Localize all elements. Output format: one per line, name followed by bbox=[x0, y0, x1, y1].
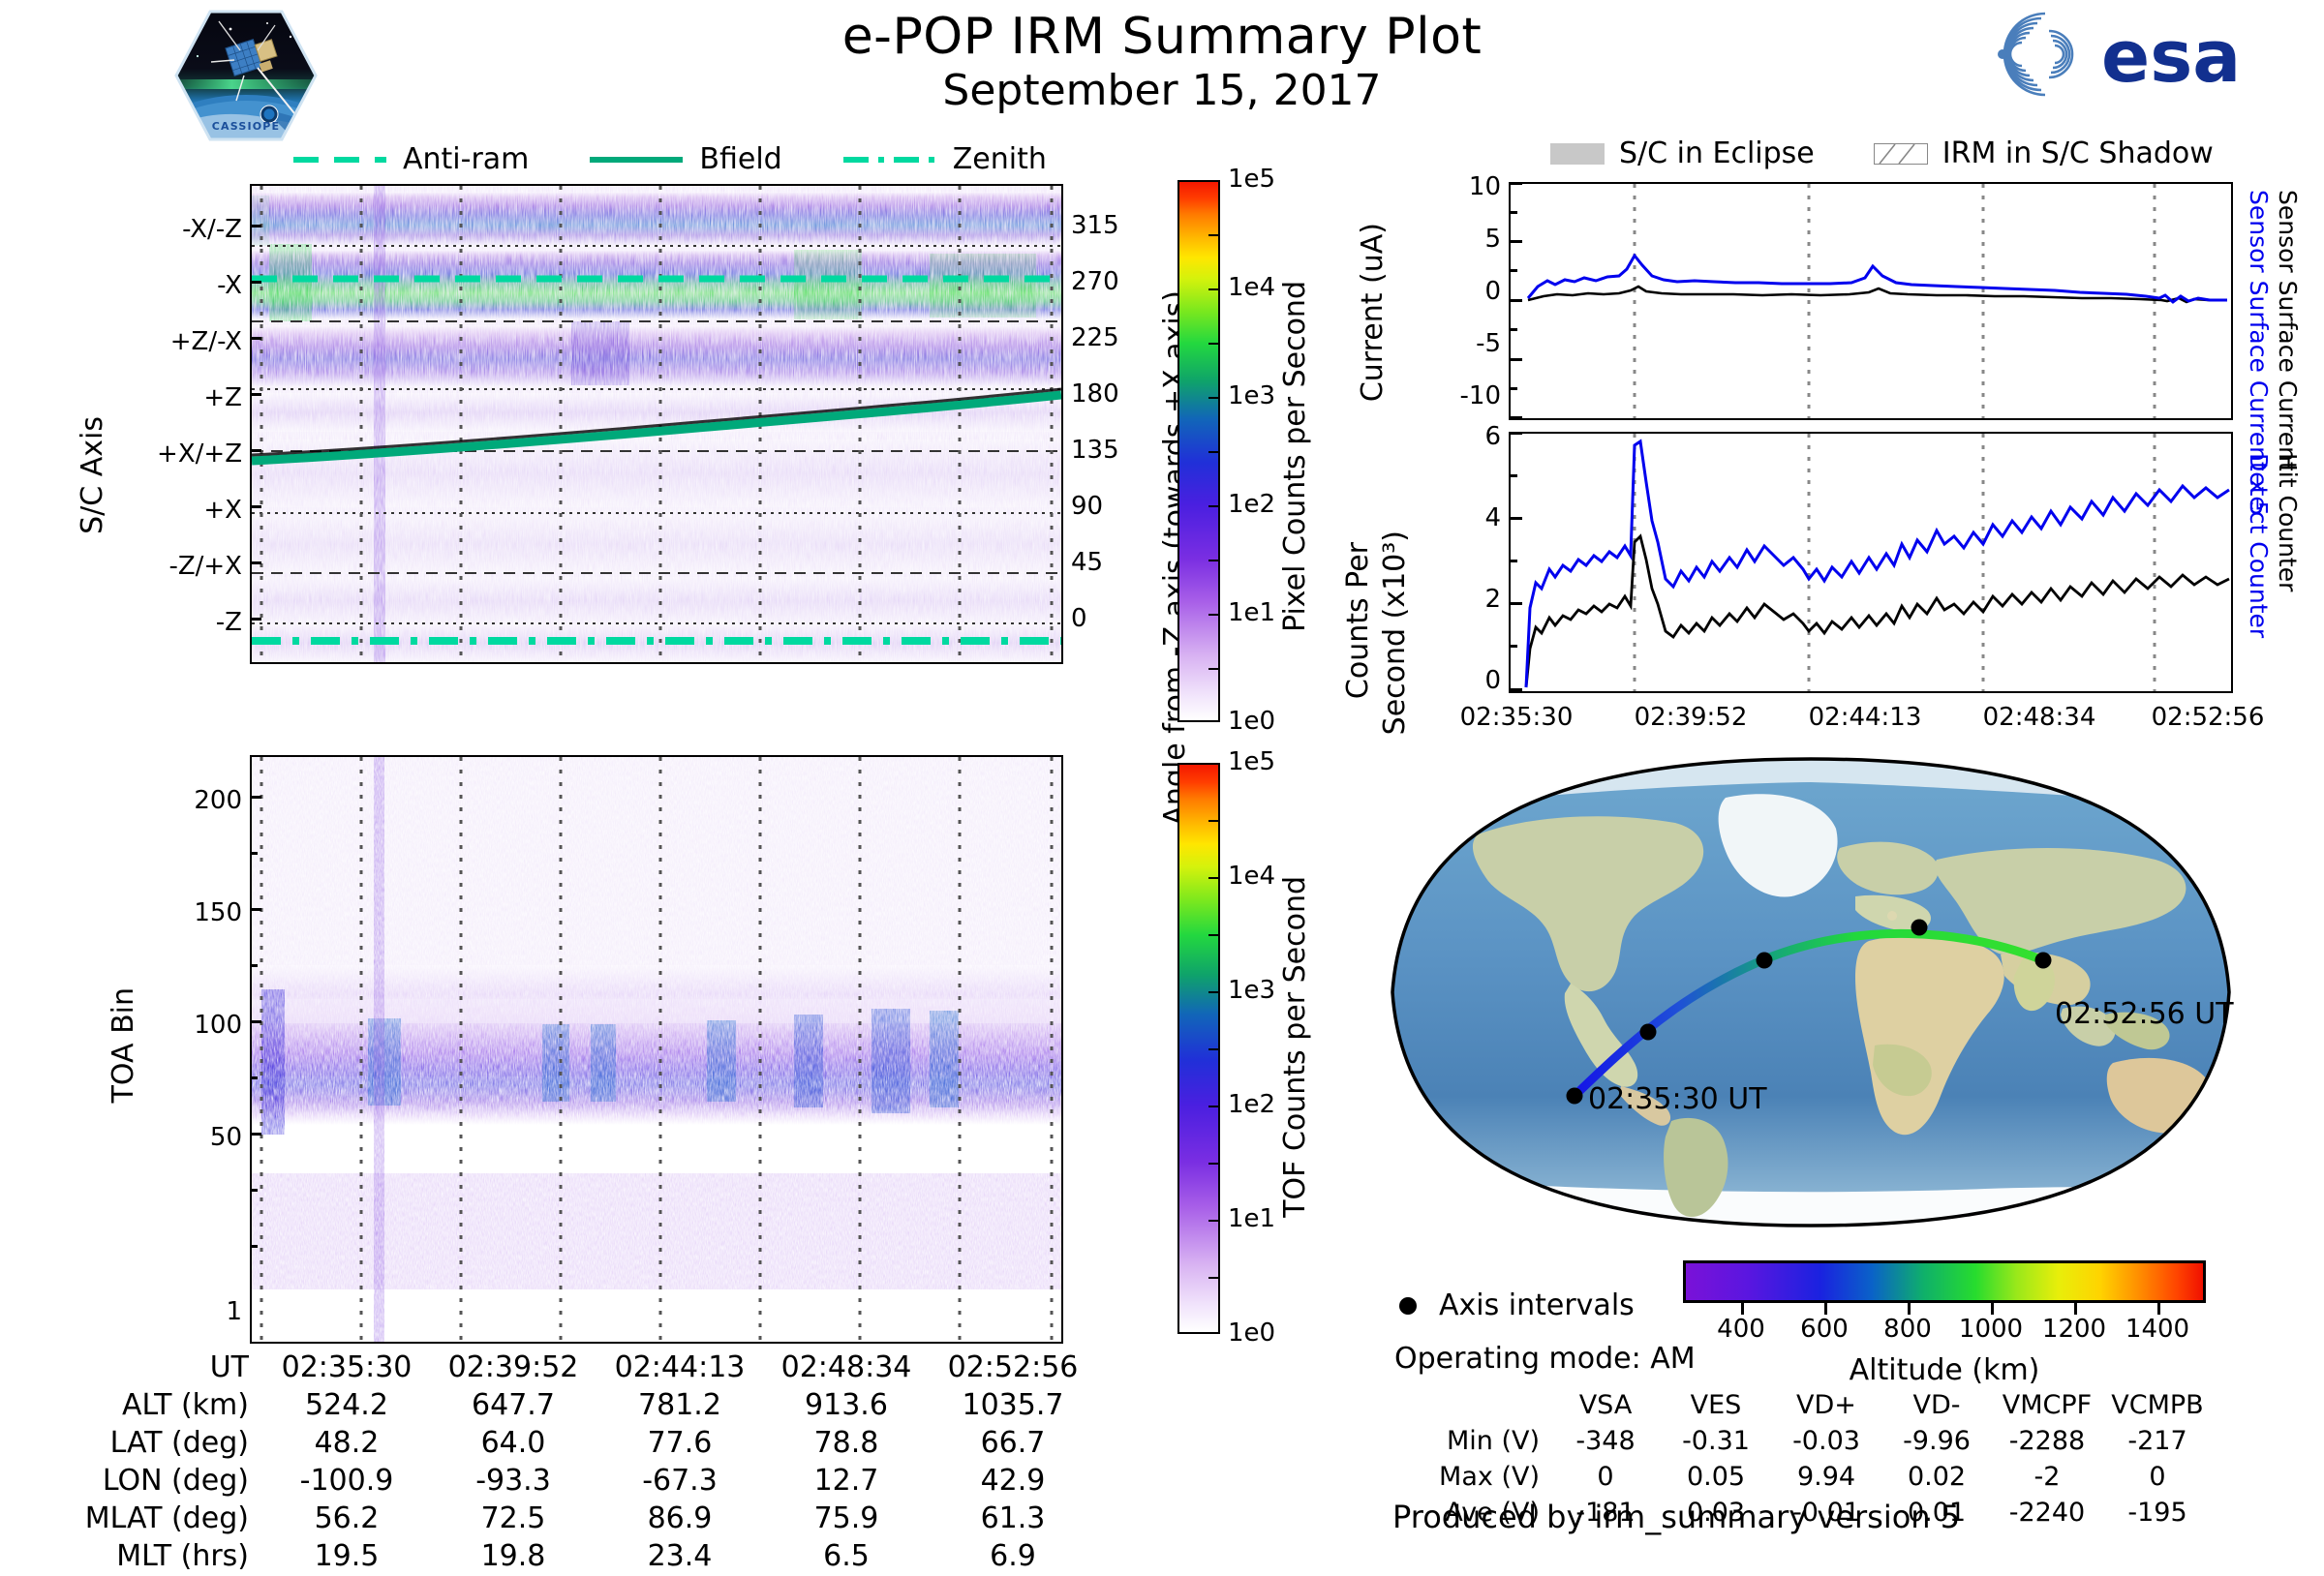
cassiope-logo: CASSIOPE bbox=[174, 8, 318, 143]
page-subtitle: September 15, 2017 bbox=[942, 66, 1382, 115]
counts-panel-ylabel-2: Second (x10³) bbox=[1378, 530, 1412, 736]
axis-interval-legend-label: Axis intervals bbox=[1439, 1288, 1635, 1322]
legend-label-eclipse: S/C in Eclipse bbox=[1619, 136, 1815, 170]
table-row: Min (V) -348 -0.31 -0.03 -9.96 -2288 -21… bbox=[1446, 1426, 2187, 1456]
counts-right-label-black: Hit Counter bbox=[2274, 453, 2302, 592]
tof-counts-colorbar bbox=[1177, 763, 1220, 1334]
legend-swatch-bfield bbox=[587, 141, 698, 177]
ephemeris-table: UT 02:35:30 02:39:52 02:44:13 02:48:34 0… bbox=[48, 1348, 1097, 1576]
table-row: Max (V) 0 0.05 9.94 0.02 -2 0 bbox=[1439, 1462, 2166, 1492]
legend-swatch-anti-ram bbox=[290, 141, 402, 177]
altitude-colorbar-label: Altitude (km) bbox=[1849, 1353, 2040, 1387]
pixel-counts-colorbar bbox=[1177, 180, 1220, 722]
legend-label-anti-ram: Anti-ram bbox=[403, 142, 530, 176]
counts-plot[interactable] bbox=[1509, 432, 2233, 693]
right-time-axis: 02:35:30 02:39:52 02:44:13 02:48:34 02:5… bbox=[1459, 703, 2265, 732]
counts-right-label-blue: Detect Counter bbox=[2245, 453, 2273, 639]
legend-angle-panel: Anti-ram Bfield Zenith bbox=[290, 141, 1048, 177]
legend-label-shadow: IRM in S/C Shadow bbox=[1942, 136, 2214, 170]
table-header-row: VSA VES VD+ VD- VMCPF VCMPB bbox=[1578, 1390, 2204, 1420]
angle-spectrogram-plot[interactable] bbox=[250, 184, 1063, 664]
table-row: ALT (km) 524.2 647.7 781.2 913.6 1035.7 bbox=[122, 1388, 1064, 1422]
current-right-label-black: Sensor Surface Current bbox=[2274, 190, 2302, 471]
toa-panel-ylabel: TOA Bin bbox=[107, 987, 140, 1104]
legend-swatch-shadow bbox=[1873, 136, 1942, 171]
current-panel-ylabel: Current (uA) bbox=[1356, 223, 1390, 403]
counts-panel-ylabel: Counts Per bbox=[1341, 542, 1375, 700]
axis-interval-dot-icon bbox=[1394, 1288, 1438, 1323]
current-plot[interactable] bbox=[1509, 182, 2233, 420]
legend-label-zenith: Zenith bbox=[952, 142, 1047, 176]
voltage-table: VSA VES VD+ VD- VMCPF VCMPB Min (V) -348… bbox=[1392, 1386, 2214, 1531]
toa-spectrogram-plot[interactable] bbox=[250, 755, 1063, 1344]
legend-label-bfield: Bfield bbox=[699, 142, 782, 176]
table-row: UT 02:35:30 02:39:52 02:44:13 02:48:34 0… bbox=[209, 1350, 1079, 1384]
legend-swatch-eclipse bbox=[1549, 136, 1618, 171]
current-right-label-blue: Sensor Surface Current x 5 bbox=[2245, 190, 2273, 517]
tof-colorbar-label: TOF Counts per Second bbox=[1278, 876, 1312, 1218]
angle-panel-ylabel: S/C Axis bbox=[76, 416, 109, 534]
table-row: Ave (V) -181 0.03 -0.01 0.01 -2240 -195 bbox=[1445, 1498, 2187, 1528]
pixel-colorbar-label: Pixel Counts per Second bbox=[1278, 281, 1312, 632]
legend-swatch-zenith bbox=[841, 141, 952, 177]
altitude-colorbar bbox=[1683, 1260, 2206, 1303]
table-row: LAT (deg) 48.2 64.0 77.6 78.8 66.7 bbox=[109, 1426, 1046, 1460]
map-end-time-label: 02:52:56 UT bbox=[2055, 997, 2234, 1031]
map-start-time-label: 02:35:30 UT bbox=[1588, 1082, 1767, 1116]
produced-by-footer: Produced by irm_summary version 5 bbox=[1392, 1499, 1961, 1535]
table-row: MLT (hrs) 19.5 19.8 23.4 6.5 6.9 bbox=[116, 1539, 1036, 1573]
ground-track-map[interactable] bbox=[1385, 755, 2237, 1229]
legend-eclipse-shadow: S/C in Eclipse IRM in S/C Shadow bbox=[1549, 136, 2215, 171]
svg-text:CASSIOPE: CASSIOPE bbox=[212, 120, 281, 133]
esa-logo: esa bbox=[1956, 8, 2285, 101]
table-row: LON (deg) -100.9 -93.3 -67.3 12.7 42.9 bbox=[102, 1464, 1046, 1498]
table-row: MLAT (deg) 56.2 72.5 86.9 75.9 61.3 bbox=[84, 1501, 1046, 1535]
svg-text:esa: esa bbox=[2101, 15, 2241, 99]
page-title: e-POP IRM Summary Plot bbox=[841, 8, 1483, 66]
map-marker-legend: Axis intervals bbox=[1394, 1288, 1636, 1323]
operating-mode-label: Operating mode: AM bbox=[1394, 1342, 1696, 1376]
